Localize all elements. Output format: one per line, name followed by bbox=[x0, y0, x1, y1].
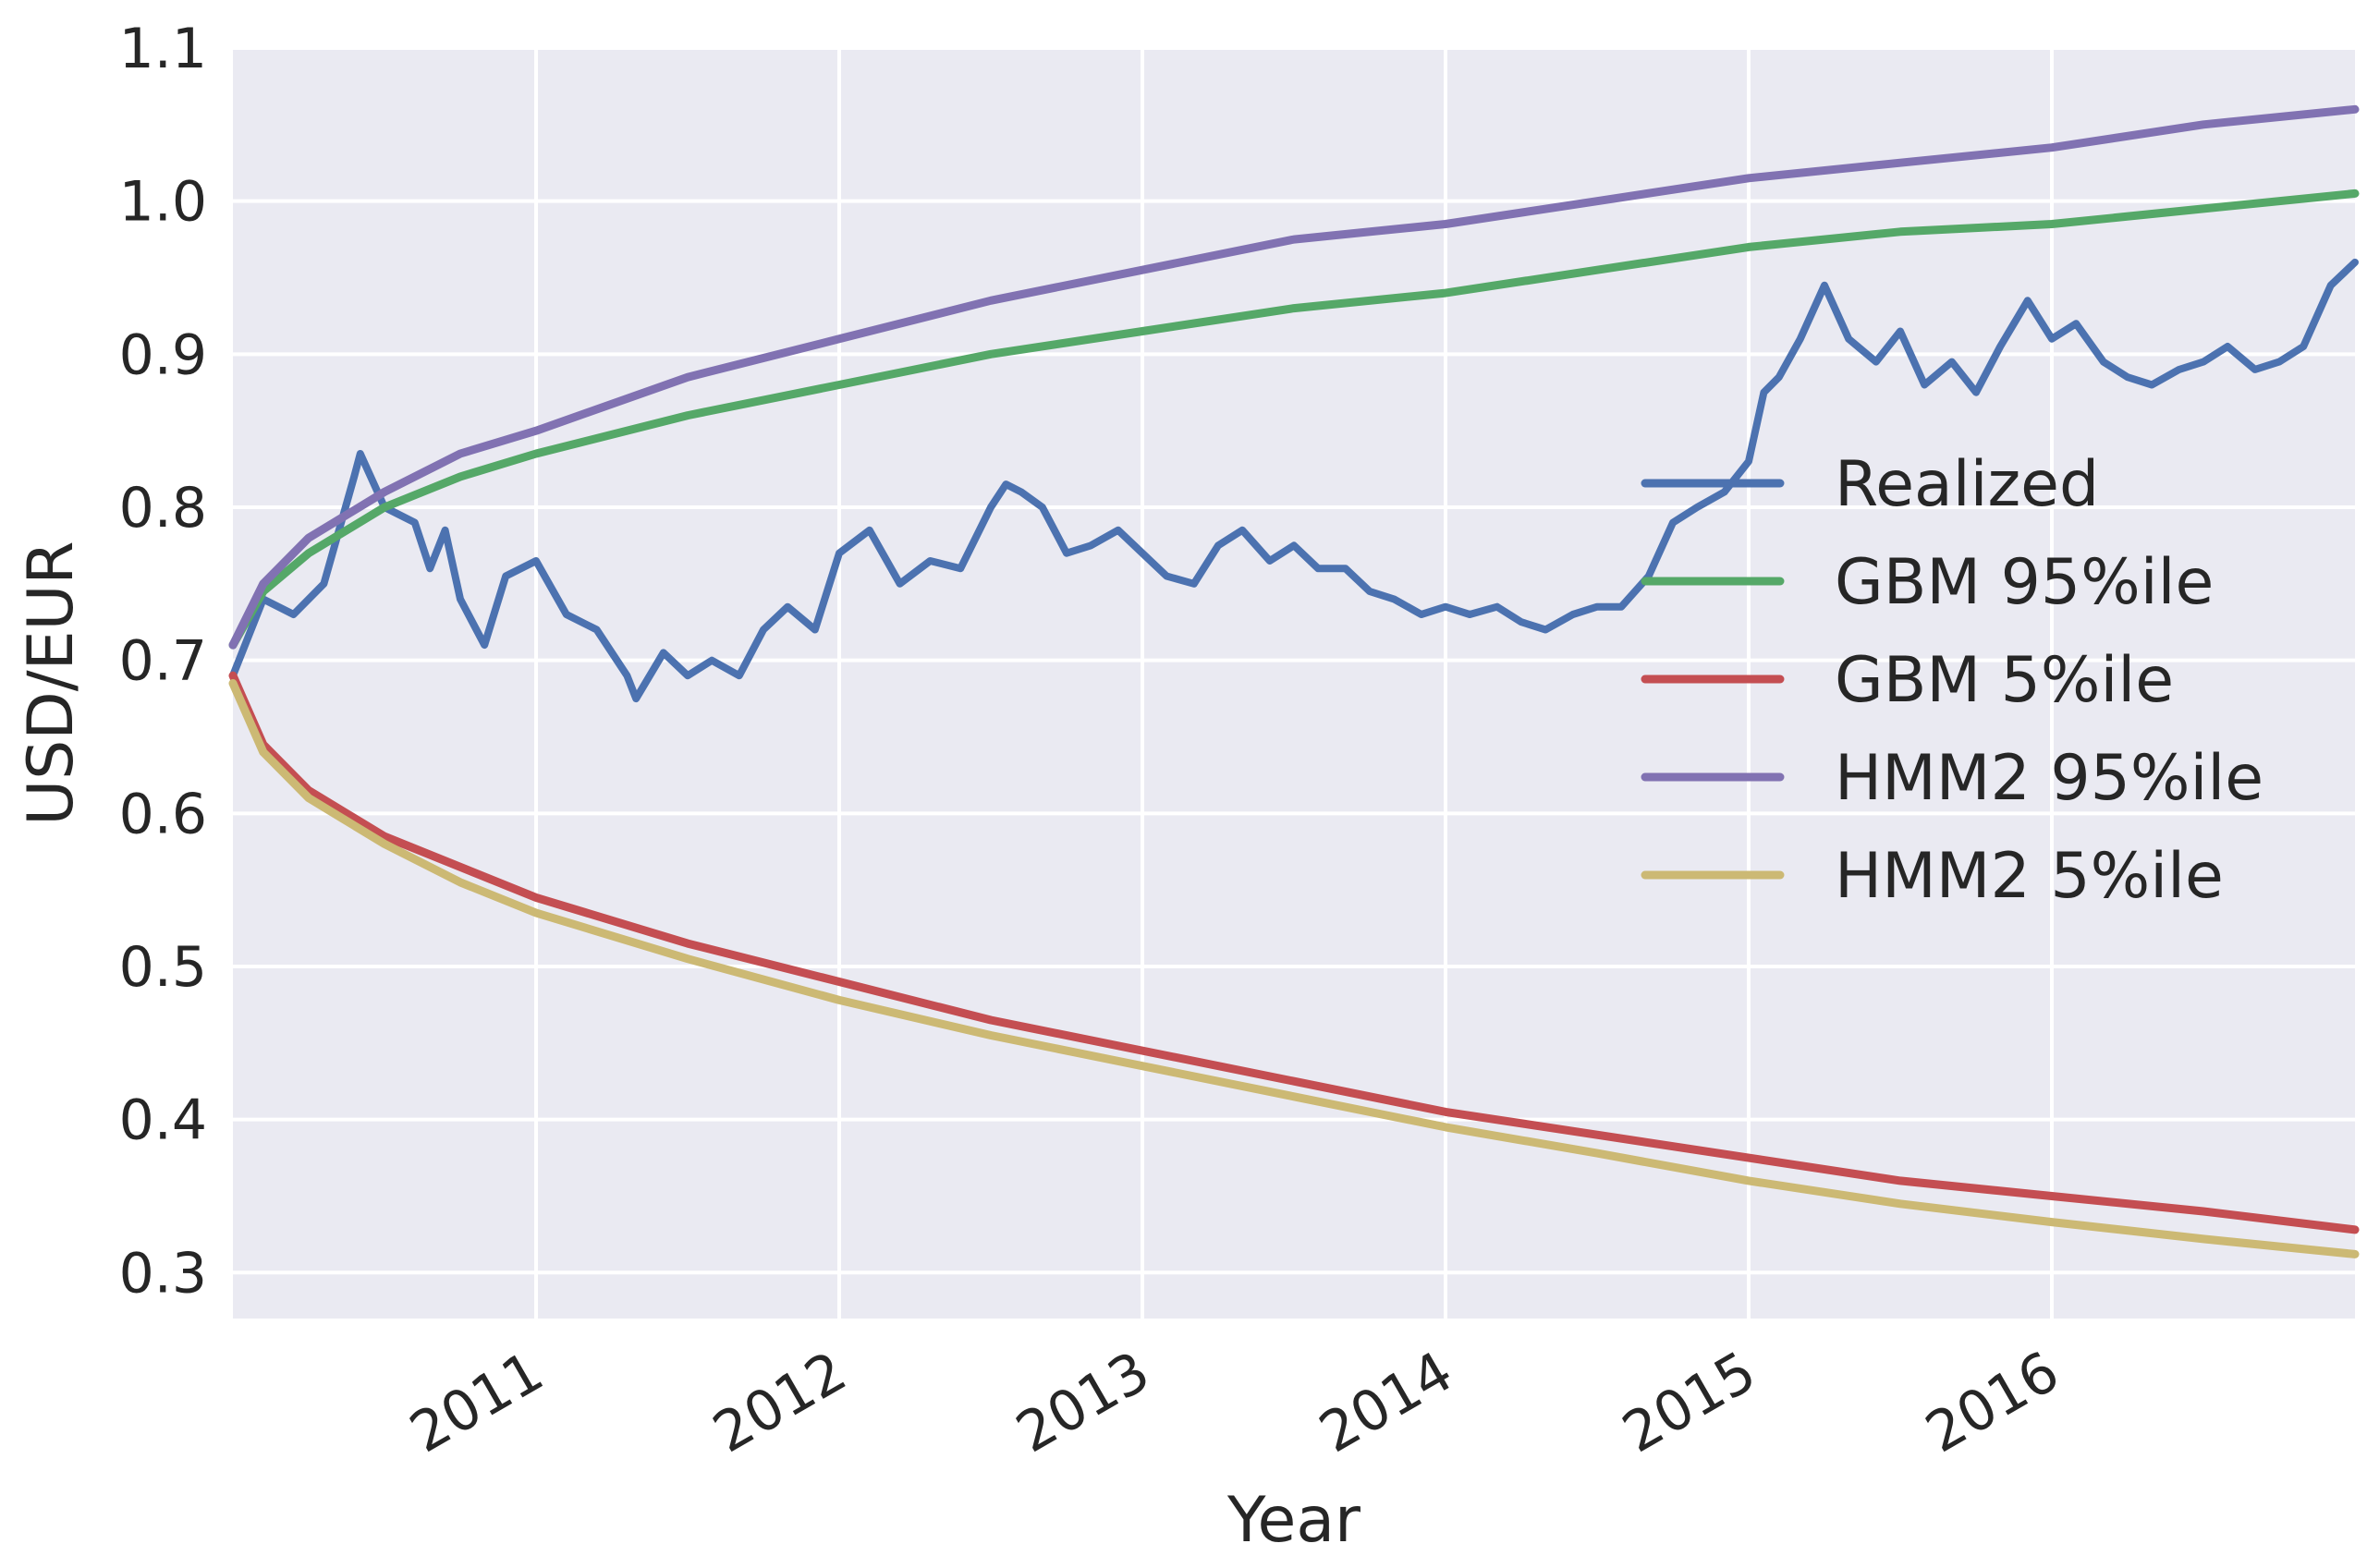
y-axis-label: USD/EUR bbox=[15, 541, 88, 825]
y-tick-label: 1.0 bbox=[119, 170, 207, 235]
y-tick-label: 1.1 bbox=[119, 17, 207, 81]
y-axis-ticks: 0.3 0.4 0.5 0.6 0.7 0.8 0.9 1.0 1.1 bbox=[119, 17, 207, 1306]
series-line-gbm-5-ile bbox=[228, 671, 2360, 1234]
plot-area bbox=[233, 48, 2355, 1319]
y-tick-label: 0.7 bbox=[119, 629, 207, 694]
legend-label: HMM2 5%ile bbox=[1835, 840, 2224, 913]
x-tick-label: 2011 bbox=[399, 1339, 554, 1465]
series-line-hmm2-5-ile bbox=[228, 679, 2360, 1258]
legend-label: HMM2 95%ile bbox=[1835, 742, 2263, 815]
legend: Realized GBM 95%ile GBM 5%ile HMM2 95%ile HM… bbox=[1641, 448, 2263, 913]
x-tick-label: 2014 bbox=[1309, 1339, 1463, 1465]
y-tick-label: 0.5 bbox=[119, 935, 207, 1000]
series-line-gbm-95-ile bbox=[228, 188, 2360, 650]
series-layer bbox=[228, 104, 2360, 1258]
x-tick-label: 2013 bbox=[1006, 1339, 1160, 1465]
y-tick-label: 0.9 bbox=[119, 322, 207, 387]
series-line-hmm2-95-ile bbox=[228, 104, 2360, 650]
x-axis-ticks: 2011 2012 2013 2014 2015 2016 bbox=[399, 1339, 2069, 1465]
series-line-realized bbox=[229, 258, 2359, 703]
x-tick-label: 2012 bbox=[702, 1339, 857, 1465]
legend-label: Realized bbox=[1835, 448, 2099, 521]
y-tick-label: 0.3 bbox=[119, 1241, 207, 1306]
x-axis-label: Year bbox=[1226, 1484, 1360, 1557]
legend-label: GBM 95%ile bbox=[1835, 546, 2214, 619]
y-tick-label: 0.4 bbox=[119, 1088, 207, 1153]
y-tick-label: 0.8 bbox=[119, 476, 207, 541]
y-tick-label: 0.6 bbox=[119, 782, 207, 846]
gridlines bbox=[233, 46, 2355, 1319]
x-tick-label: 2015 bbox=[1612, 1339, 1766, 1465]
legend-label: GBM 5%ile bbox=[1835, 644, 2174, 717]
x-tick-label: 2016 bbox=[1915, 1339, 2069, 1465]
